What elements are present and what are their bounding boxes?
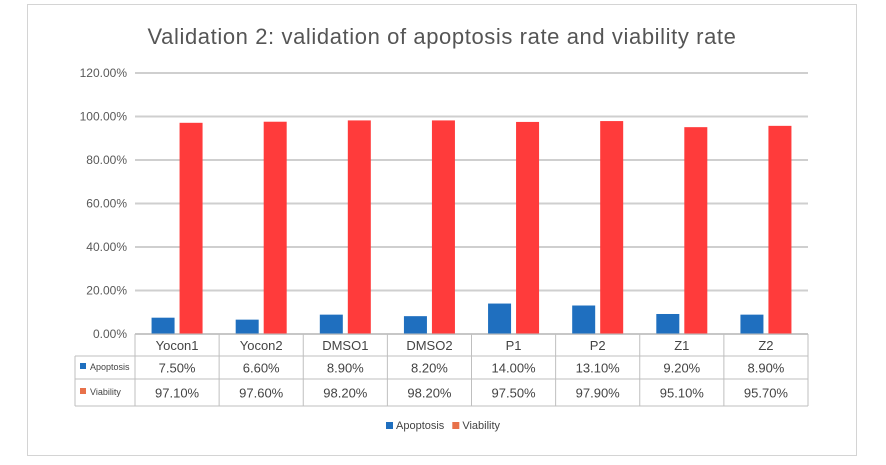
category-label: Z1 xyxy=(674,338,689,353)
bar-viability xyxy=(347,120,371,334)
category-label: DMSO2 xyxy=(406,338,452,353)
y-axis-ticks: 0.00% 20.00% 40.00% 60.00% 80.00% 100.00% 120.… xyxy=(80,66,128,341)
bar-viability xyxy=(263,121,287,334)
data-label: 8.90% xyxy=(327,361,364,376)
chart-title: Validation 2: validation of apoptosis ra… xyxy=(147,24,737,49)
bar-viability xyxy=(431,120,455,334)
bar-viability xyxy=(768,125,792,334)
legend-label: Apoptosis xyxy=(396,420,445,432)
bar-viability xyxy=(516,121,540,334)
data-label: 95.10% xyxy=(660,386,705,401)
data-label: 6.60% xyxy=(243,361,280,376)
bar-viability xyxy=(179,122,203,335)
bar-apoptosis xyxy=(403,316,427,334)
data-label: 8.90% xyxy=(748,361,785,376)
data-label: 97.60% xyxy=(239,386,284,401)
y-tick-label: 20.00% xyxy=(86,284,127,298)
data-label: 97.50% xyxy=(492,386,537,401)
y-tick-label: 40.00% xyxy=(86,240,127,254)
table-row-label: Apoptosis xyxy=(90,362,130,372)
legend-key-viability xyxy=(80,388,86,394)
y-tick-label: 80.00% xyxy=(86,153,127,167)
bar-apoptosis xyxy=(740,314,764,334)
data-table: Yocon1 Yocon2 DMSO1 DMSO2 P1 P2 Z1 Z2 Apoptosis 7… xyxy=(74,333,809,407)
legend: Apoptosis Viability xyxy=(386,420,501,432)
y-tick-label: 120.00% xyxy=(80,66,128,80)
bar-apoptosis xyxy=(319,314,343,334)
category-label: P1 xyxy=(506,338,522,353)
bars xyxy=(151,120,792,335)
y-tick-label: 100.00% xyxy=(80,110,128,124)
legend-key-apoptosis xyxy=(80,363,86,369)
category-label: P2 xyxy=(590,338,606,353)
legend-swatch-apoptosis xyxy=(386,422,393,429)
y-tick-label: 0.00% xyxy=(93,327,127,341)
category-label: Yocon1 xyxy=(156,338,199,353)
bar-apoptosis xyxy=(656,313,680,334)
bar-viability xyxy=(684,127,708,334)
data-label: 14.00% xyxy=(492,361,537,376)
bar-apoptosis xyxy=(572,305,596,334)
y-tick-label: 60.00% xyxy=(86,197,127,211)
table-row-label: Viability xyxy=(90,387,121,397)
legend-label: Viability xyxy=(462,420,500,432)
data-label: 97.90% xyxy=(576,386,621,401)
data-label: 7.50% xyxy=(159,361,196,376)
legend-swatch-viability xyxy=(452,422,460,429)
data-label: 98.20% xyxy=(323,386,368,401)
data-label: 8.20% xyxy=(411,361,448,376)
data-label: 9.20% xyxy=(663,361,700,376)
bar-apoptosis xyxy=(235,319,259,334)
data-label: 13.10% xyxy=(576,361,621,376)
bar-apoptosis xyxy=(488,303,512,334)
category-label: Yocon2 xyxy=(240,338,283,353)
data-label: 95.70% xyxy=(744,386,789,401)
data-label: 97.10% xyxy=(155,386,200,401)
bar-apoptosis xyxy=(151,317,175,334)
bar-viability xyxy=(600,121,624,334)
data-label: 98.20% xyxy=(407,386,452,401)
category-label: Z2 xyxy=(758,338,773,353)
category-label: DMSO1 xyxy=(322,338,368,353)
